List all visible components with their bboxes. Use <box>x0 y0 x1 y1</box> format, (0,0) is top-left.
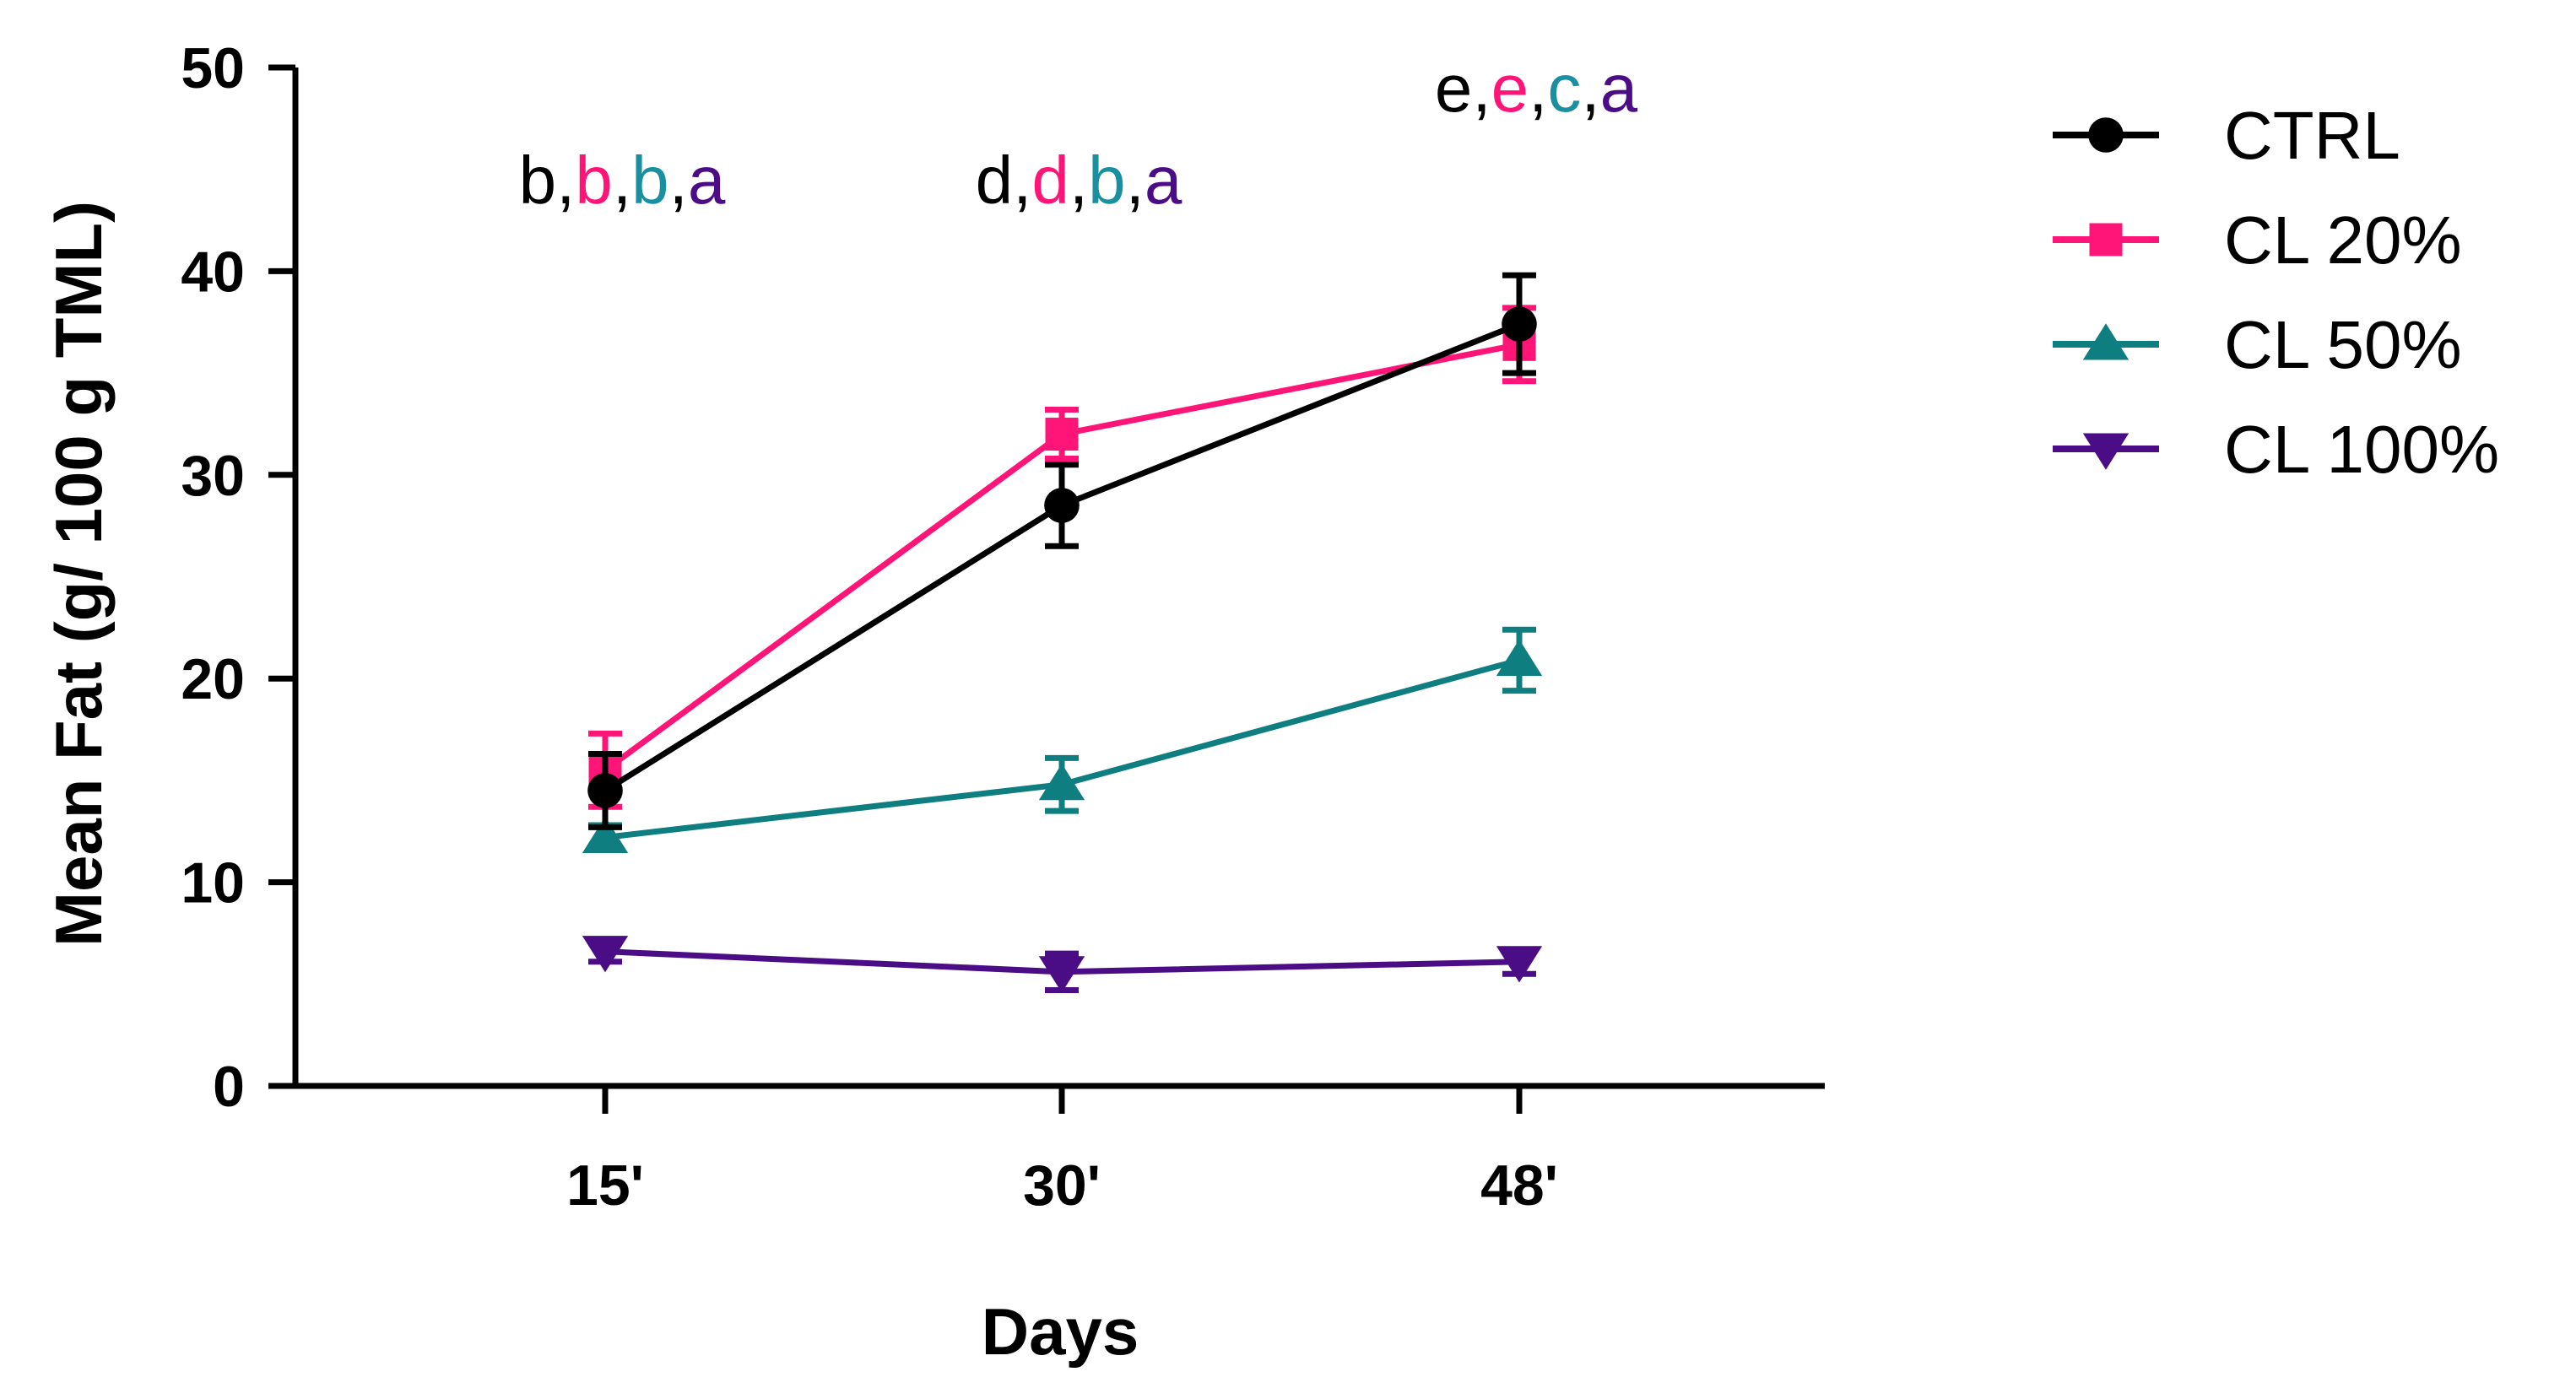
significance-annotation: b,b,b,a <box>519 143 726 218</box>
annotation-letter: , <box>669 143 688 218</box>
annotation-letter: , <box>1472 51 1491 126</box>
x-tick-label: 30' <box>1023 1153 1101 1218</box>
legend-marker-cl-50 <box>2082 323 2130 360</box>
data-point-cl-100 <box>1038 956 1085 993</box>
y-tick-label: 30 <box>181 444 245 508</box>
x-axis-title: Days <box>982 1294 1139 1369</box>
annotation-letter: d <box>1031 143 1069 218</box>
data-point-cl-100 <box>582 936 629 973</box>
annotation-letter: , <box>1126 143 1145 218</box>
annotation-letter: c <box>1547 51 1581 126</box>
series-layer <box>582 272 1543 994</box>
y-tick-label: 0 <box>213 1055 245 1119</box>
legend-marker-cl-20 <box>2089 223 2123 257</box>
annotation-letter: e <box>1491 51 1529 126</box>
annotation-letter: a <box>1145 143 1182 218</box>
data-point-ctrl <box>587 773 623 808</box>
annotation-letter: d <box>976 143 1014 218</box>
data-point-cl-100 <box>1496 946 1543 983</box>
data-point-cl-50 <box>1038 764 1085 801</box>
legend-label: CL 50% <box>2224 307 2462 382</box>
annotation-letter: , <box>1069 143 1088 218</box>
legend-marker-cl-100 <box>2082 433 2130 470</box>
x-tick-label: 48' <box>1480 1153 1558 1218</box>
annotation-letter: b <box>631 143 669 218</box>
y-ticks: 0 10 20 30 40 50 <box>181 36 295 1119</box>
annotations-layer: b,b,b,a d,d,b,ae,e,c,a <box>519 51 1638 218</box>
data-point-cl-50 <box>1496 639 1543 676</box>
legend-item-cl-20: CL 20% <box>2053 203 2462 278</box>
annotation-letter: b <box>519 143 557 218</box>
annotation-letter: , <box>1013 143 1031 218</box>
legend-label: CTRL <box>2224 98 2400 173</box>
x-ticks: 15' 30' 48' <box>566 1086 1558 1218</box>
annotation-letter: , <box>1529 51 1547 126</box>
annotation-letter: b <box>1088 143 1126 218</box>
y-tick-label: 40 <box>181 240 245 304</box>
series-line-ctrl <box>603 321 1521 793</box>
x-tick-label: 15' <box>566 1153 644 1218</box>
legend-label: CL 100% <box>2224 412 2499 487</box>
annotation-letter: , <box>556 143 575 218</box>
significance-annotation: e,e,c,a <box>1435 51 1638 126</box>
data-point-cl-20 <box>1045 418 1079 451</box>
data-point-ctrl <box>1044 488 1080 523</box>
annotation-letter: e <box>1435 51 1473 126</box>
annotation-letter: , <box>613 143 631 218</box>
y-tick-label: 50 <box>181 36 245 100</box>
annotation-letter: b <box>575 143 613 218</box>
series-cl-50 <box>582 626 1543 854</box>
y-axis-title: Mean Fat (g/ 100 g TML) <box>41 201 116 947</box>
series-cl-100 <box>582 936 1543 994</box>
legend-item-cl-100: CL 100% <box>2053 412 2499 487</box>
annotation-letter: a <box>688 143 726 218</box>
series-ctrl <box>587 272 1537 830</box>
legend-label: CL 20% <box>2224 203 2462 278</box>
series-cl-20 <box>588 305 1536 810</box>
legend-item-cl-50: CL 50% <box>2053 307 2462 382</box>
annotation-letter: , <box>1581 51 1599 126</box>
data-point-cl-50 <box>582 816 629 854</box>
y-tick-label: 10 <box>181 851 245 915</box>
annotation-letter: a <box>1600 51 1638 126</box>
significance-annotation: d,d,b,a <box>976 143 1182 218</box>
y-tick-label: 20 <box>181 647 245 711</box>
legend: CTRL CL 20% CL 50% CL 100% <box>2053 98 2499 487</box>
legend-marker-ctrl <box>2088 117 2124 153</box>
data-point-ctrl <box>1502 306 1537 342</box>
legend-item-ctrl: CTRL <box>2053 98 2400 173</box>
